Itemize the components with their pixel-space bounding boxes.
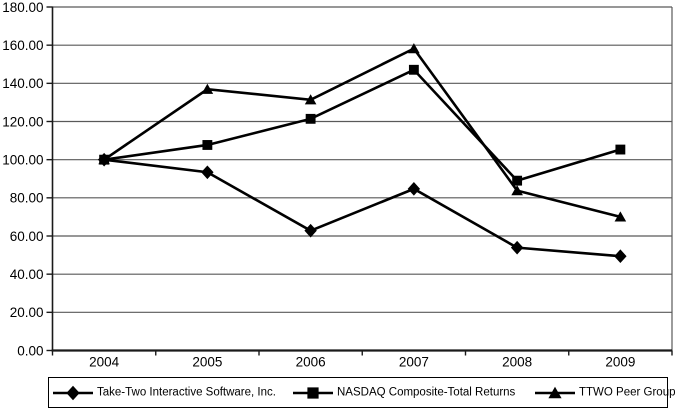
svg-text:160.00: 160.00 [2,38,43,53]
legend-label-ttwo-peer-group: TTWO Peer Group [579,386,675,399]
legend-label-nasdaq: NASDAQ Composite-Total Returns [337,386,516,399]
svg-text:140.00: 140.00 [2,76,43,91]
legend-item-ttwo-peer-group: TTWO Peer Group [535,385,675,400]
svg-text:2005: 2005 [192,355,222,370]
svg-text:2008: 2008 [502,355,532,370]
svg-text:120.00: 120.00 [2,114,43,129]
triangle-marker-icon [535,386,575,398]
chart-legend: Take-Two Interactive Software, Inc. NASD… [48,377,675,408]
svg-text:2007: 2007 [399,355,429,370]
svg-text:2006: 2006 [296,355,326,370]
line-chart-plot-area: 0.00 20.00 40.00 60.00 80.00 100.00 120.00 140.… [2,0,673,370]
svg-text:80.00: 80.00 [10,191,44,206]
diamond-marker-icon [53,385,93,400]
legend-label-take-two: Take-Two Interactive Software, Inc. [97,386,276,399]
svg-text:100.00: 100.00 [2,152,43,167]
svg-text:2009: 2009 [605,355,635,370]
legend-item-nasdaq: NASDAQ Composite-Total Returns [293,385,515,400]
svg-text:20.00: 20.00 [10,305,44,320]
svg-text:2004: 2004 [89,355,120,370]
legend-item-take-two: Take-Two Interactive Software, Inc. [53,385,276,400]
svg-text:0.00: 0.00 [17,343,43,358]
svg-text:180.00: 180.00 [2,0,43,15]
svg-text:60.00: 60.00 [10,229,44,244]
square-marker-icon [293,386,333,399]
svg-text:40.00: 40.00 [10,267,44,282]
